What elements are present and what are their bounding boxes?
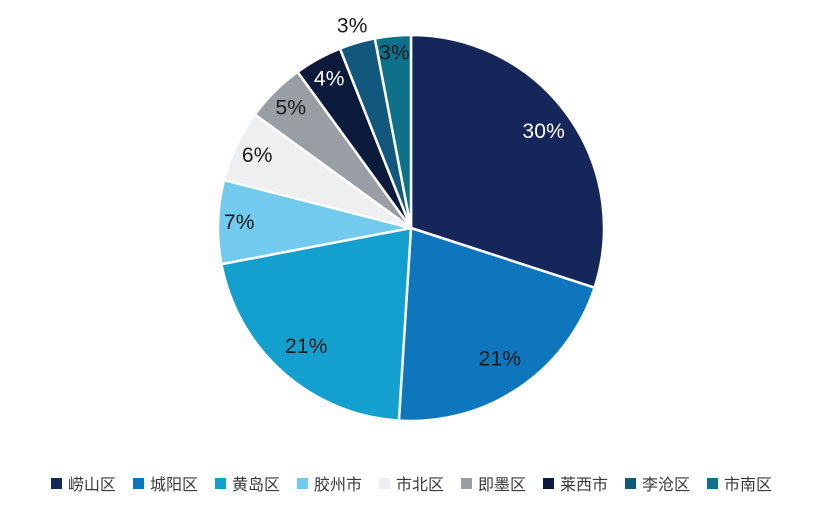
legend-label: 黄岛区 <box>231 477 280 494</box>
legend-swatch-icon <box>296 477 308 489</box>
legend-item-1: 城阳区 <box>132 471 198 495</box>
legend-label: 崂山区 <box>67 477 116 494</box>
pie-slice-1 <box>397 226 596 423</box>
legend-swatch-icon <box>50 477 62 489</box>
pie-slice-8 <box>373 33 413 230</box>
pie-chart: 30% 21% 21% 7% 6% 5% 4% 3% 3% <box>216 15 606 423</box>
legend-swatch-icon <box>707 477 719 489</box>
legend-item-8: 市南区 <box>707 471 772 495</box>
legend-item-7: 李沧区 <box>625 471 690 495</box>
legend-label: 城阳区 <box>149 477 198 494</box>
legend-item-2: 黄岛区 <box>214 471 280 495</box>
pie-slice-2 <box>220 226 413 422</box>
pie-slice-0 <box>409 33 606 289</box>
pie-slice-value-label-0: 30% <box>522 120 565 143</box>
pie-slice-value-label-5: 5% <box>276 96 307 119</box>
legend-swatch-icon <box>214 477 226 489</box>
legend-label: 市南区 <box>724 477 773 494</box>
legend-item-5: 即墨区 <box>461 471 526 495</box>
pie-slice-value-label-1: 21% <box>479 347 522 370</box>
pie-slice-value-label-7: 3% <box>337 15 368 38</box>
legend-item-0: 崂山区 <box>50 471 116 495</box>
pie-slice-value-label-6: 4% <box>314 68 345 91</box>
legend-swatch-icon <box>543 477 555 489</box>
pie-slice-value-label-2: 21% <box>285 335 328 358</box>
legend-swatch-icon <box>625 477 637 489</box>
pie-slice-value-label-3: 7% <box>224 211 255 234</box>
legend-label: 莱西市 <box>560 477 609 494</box>
legend-item-6: 莱西市 <box>543 471 608 495</box>
legend-label: 市北区 <box>395 477 444 494</box>
legend-item-4: 市北区 <box>378 471 444 495</box>
legend-swatch-icon <box>132 477 144 489</box>
legend-swatch-icon <box>378 477 390 489</box>
pie-slice-value-label-4: 6% <box>242 144 273 167</box>
legend-item-3: 胶州市 <box>296 471 362 495</box>
legend-label: 即墨区 <box>478 477 527 494</box>
legend-swatch-icon <box>461 477 472 489</box>
legend-label: 胶州市 <box>313 477 362 494</box>
legend: 崂山区 城阳区 黄岛区 胶州市 市北区 即墨区 莱西市 李沧区 市南区 <box>0 468 823 498</box>
legend-label: 李沧区 <box>642 477 691 494</box>
pie-slice-value-label-8: 3% <box>379 42 410 65</box>
